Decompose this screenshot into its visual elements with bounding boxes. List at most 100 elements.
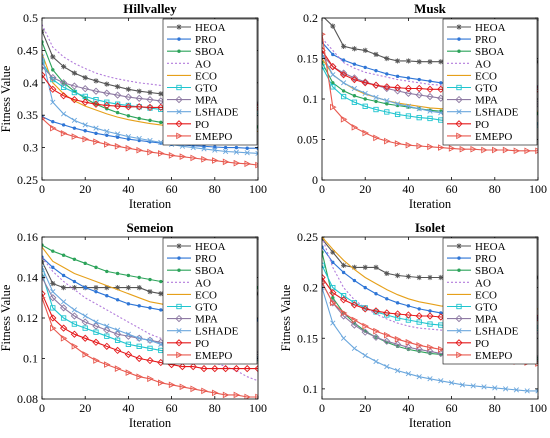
legend-label-mpa: MPA: [475, 95, 498, 107]
series-point-emepo: [125, 144, 133, 152]
x-tick-label: 80: [209, 182, 221, 196]
y-tick-label: 0.14: [17, 271, 38, 285]
series-point-po: [322, 273, 326, 282]
legend-label-pro: PRO: [195, 253, 216, 265]
legend-marker-heoa: [176, 243, 182, 249]
series-point-lshade: [459, 382, 466, 388]
series-point-gto: [394, 111, 401, 118]
series-point-mpa: [415, 345, 423, 354]
series-point-lshade: [93, 319, 99, 325]
series-point-mpa: [92, 87, 100, 95]
legend-marker-emepo: [176, 351, 183, 359]
x-tick-label: 20: [359, 401, 371, 415]
series-point-heoa: [115, 84, 121, 90]
series-point-lshade: [50, 289, 56, 295]
series-point-lshade: [104, 323, 110, 329]
legend-label-gto: GTO: [195, 83, 217, 95]
series-point-po: [415, 84, 423, 93]
legend-marker-emepo: [456, 351, 463, 359]
series-point-emepo: [394, 335, 402, 343]
series-point-pro: [72, 279, 77, 284]
series-point-lshade: [373, 94, 379, 100]
series-point-emepo: [362, 129, 369, 137]
series-point-heoa: [50, 54, 56, 60]
legend-label-mpa: MPA: [195, 314, 218, 326]
series-point-sboa: [331, 81, 335, 85]
series-point-sboa: [331, 296, 335, 300]
series-point-sboa: [322, 250, 324, 254]
legend-marker-gto: [456, 303, 462, 310]
series-point-heoa: [125, 285, 131, 291]
y-tick-label: 0.35: [17, 108, 38, 122]
series-point-heoa: [330, 23, 336, 29]
series-point-mpa: [103, 326, 111, 334]
series-point-emepo: [136, 146, 143, 154]
legend-marker-emepo: [176, 132, 183, 140]
series-point-heoa: [93, 78, 99, 84]
series-point-gto: [351, 99, 358, 105]
series-point-mpa: [59, 304, 68, 312]
series-point-heoa: [351, 264, 357, 270]
series-point-lshade: [481, 384, 487, 390]
series-point-emepo: [405, 141, 413, 149]
series-point-gto: [93, 96, 99, 103]
series-point-pro: [385, 72, 389, 76]
series-point-lshade: [158, 341, 164, 347]
legend-label-gto: GTO: [195, 302, 217, 314]
legend-marker-lshade: [176, 109, 182, 115]
series-point-emepo: [201, 155, 208, 163]
series-point-po: [49, 314, 57, 322]
series-point-emepo: [82, 351, 89, 358]
series-point-emepo: [448, 145, 456, 152]
series-point-emepo: [384, 137, 391, 145]
series-point-pro: [385, 297, 389, 301]
series-point-gto: [114, 337, 121, 343]
series-point-pro: [51, 265, 55, 270]
series-point-heoa: [416, 274, 422, 281]
series-point-pro: [126, 302, 131, 306]
series-point-pro: [331, 52, 335, 57]
x-tick-label: 100: [529, 401, 547, 415]
legend-marker-pro: [457, 256, 461, 260]
y-tick-label: 0.25: [17, 173, 38, 187]
series-point-emepo: [114, 365, 122, 372]
series-point-sboa: [352, 94, 357, 98]
x-tick-label: 20: [359, 182, 371, 196]
legend-label-mpa: MPA: [195, 95, 218, 107]
series-point-sboa: [115, 110, 120, 115]
series-point-emepo: [93, 138, 100, 146]
legend-label-sboa: SBOA: [475, 46, 504, 58]
series-point-mpa: [404, 89, 413, 97]
series-point-lshade: [212, 147, 218, 153]
series-point-emepo: [351, 124, 359, 131]
plot-frame: [321, 236, 539, 400]
legend-marker-heoa: [456, 243, 462, 249]
series-point-gto: [322, 63, 325, 70]
series-point-sboa: [137, 275, 141, 280]
series-line-emepo: [322, 34, 538, 152]
series-point-po: [70, 96, 79, 104]
chart-panel-hillvalley: 0 20 40 60 80 100 0.25 0.3 0.35 0.4 0.45 0.5 Hillval…: [0, 1, 267, 211]
legend-label-emepo: EMEPO: [475, 350, 512, 362]
legend-label-pro: PRO: [195, 34, 216, 46]
series-point-pro: [406, 304, 411, 308]
series-point-emepo: [362, 322, 369, 330]
series-point-lshade: [71, 307, 78, 313]
series-point-heoa: [427, 59, 433, 65]
series-point-heoa: [384, 55, 390, 62]
series-point-lshade: [362, 352, 368, 359]
series-point-lshade: [524, 388, 530, 394]
series-point-pro: [417, 307, 421, 311]
legend-label-sboa: SBOA: [195, 46, 224, 58]
series-point-lshade: [114, 131, 121, 137]
series-point-gto: [384, 109, 390, 115]
series-point-po: [146, 356, 154, 365]
series-point-lshade: [330, 320, 336, 326]
series-point-po: [361, 305, 369, 313]
legend-label-pro: PRO: [475, 34, 496, 46]
series-point-po: [92, 100, 100, 108]
series-point-emepo: [168, 152, 176, 159]
x-tick-label: 20: [79, 182, 91, 196]
series-point-po: [372, 81, 380, 89]
